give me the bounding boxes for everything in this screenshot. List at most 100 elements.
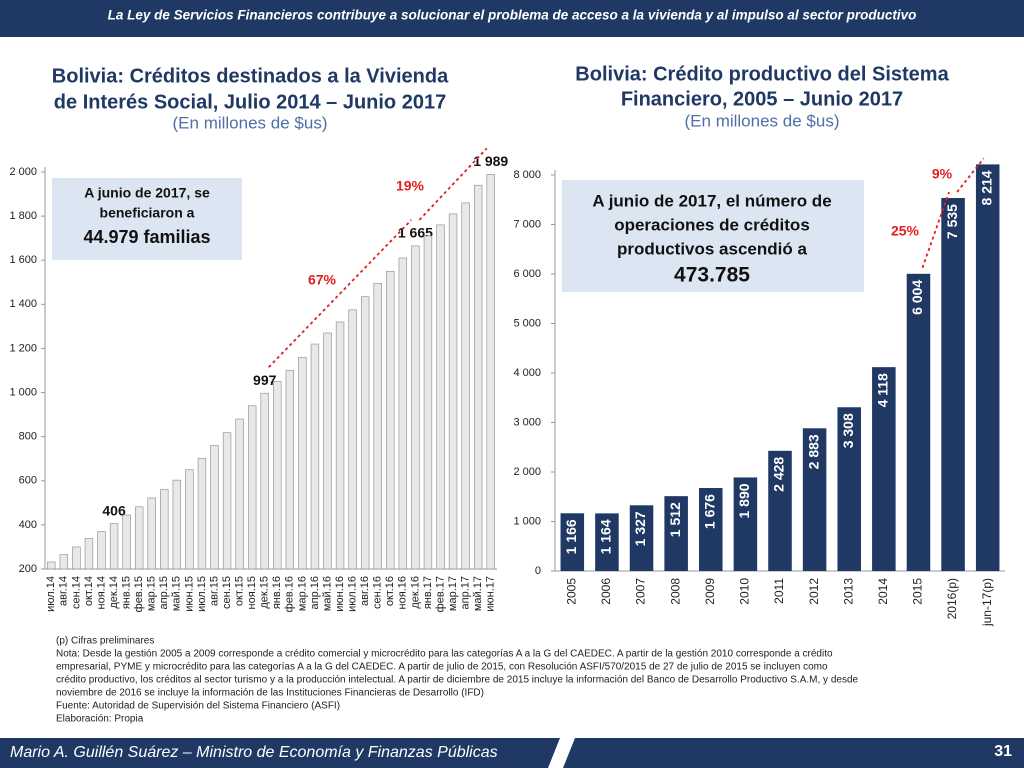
x-tick-label: ноя.14 — [95, 576, 107, 609]
value-label: 997 — [253, 372, 277, 388]
bar — [360, 296, 370, 570]
y-tick-label: 5 000 — [513, 317, 541, 329]
y-tick-label: 400 — [19, 519, 37, 531]
value-label: 1 164 — [598, 519, 614, 554]
x-tick-label: jun-17(p) — [980, 578, 994, 627]
y-tick-label: 2 000 — [9, 166, 37, 178]
y-tick-label: 0 — [535, 565, 541, 577]
bar — [941, 198, 965, 571]
y-tick-label: 800 — [19, 431, 37, 443]
x-tick-label: ноя.16 — [397, 576, 409, 609]
trend-arrow — [418, 147, 488, 221]
x-tick-label: 2015 — [911, 578, 925, 605]
note-line: crédito productivo, los créditos al sect… — [56, 675, 859, 686]
bar — [373, 283, 382, 570]
bar — [768, 450, 792, 571]
note-box-text: A junio de 2017, el número de — [592, 191, 831, 210]
footer-shape — [563, 738, 1024, 768]
bar — [197, 457, 207, 570]
x-tick-label: апр.17 — [460, 576, 472, 609]
bar — [699, 488, 723, 571]
bar — [461, 202, 470, 570]
note-box-text: beneficiaron a — [100, 205, 195, 221]
y-tick-label: 4 000 — [513, 367, 541, 379]
x-tick-label: дек.16 — [409, 576, 421, 609]
x-tick-label: авг.14 — [58, 576, 70, 606]
note-line: Nota: Desde la gestión 2005 a 2009 corre… — [56, 649, 833, 660]
y-tick-label: 1 000 — [513, 515, 541, 527]
annotation: 25% — [891, 223, 920, 239]
note-box — [52, 178, 242, 260]
y-tick-label: 1 800 — [9, 210, 37, 222]
chart-title: Bolivia: Crédito productivo del Sistema — [575, 63, 949, 85]
x-tick-label: фев.16 — [284, 576, 296, 612]
bar — [235, 418, 244, 570]
x-tick-label: июл.14 — [45, 576, 57, 612]
y-tick-label: 1 400 — [9, 298, 37, 310]
x-tick-label: июл.16 — [347, 576, 359, 612]
value-label: 1 166 — [563, 519, 579, 554]
bar — [486, 174, 495, 570]
note-box-text: A junio de 2017, se — [84, 185, 210, 201]
value-label: 7 535 — [944, 204, 960, 239]
y-tick-label: 8 000 — [513, 169, 541, 181]
x-tick-label: янв.17 — [422, 576, 434, 609]
x-tick-label: 2011 — [772, 578, 786, 604]
value-label: 2 883 — [805, 434, 821, 469]
x-tick-label: окт.15 — [234, 576, 246, 606]
bar — [310, 343, 320, 570]
x-tick-label: 2010 — [738, 578, 752, 605]
x-tick-label: май.16 — [321, 576, 333, 611]
bar — [109, 523, 119, 570]
annotation: 19% — [396, 178, 425, 194]
trend-arrow — [956, 157, 985, 193]
chart-subtitle: (En millones de $us) — [685, 111, 840, 130]
x-tick-label: июл.15 — [196, 576, 208, 612]
value-label: 8 214 — [978, 170, 994, 205]
y-tick-label: 600 — [19, 475, 37, 487]
y-tick-label: 1 600 — [9, 254, 37, 266]
bar — [59, 554, 69, 570]
bar — [47, 561, 56, 570]
annotation: 9% — [932, 166, 953, 182]
bar — [122, 514, 131, 570]
x-tick-label: мар.16 — [296, 576, 308, 611]
bar — [260, 392, 269, 570]
trend-arrow — [921, 191, 950, 269]
bar — [473, 184, 483, 570]
x-tick-label: 2014 — [876, 578, 890, 605]
y-tick-label: 2 000 — [513, 466, 541, 478]
y-tick-label: 3 000 — [513, 416, 541, 428]
bar — [147, 497, 156, 570]
x-tick-label: апр.15 — [158, 576, 170, 609]
value-label: 1 989 — [473, 153, 508, 169]
x-tick-label: окт.16 — [384, 576, 396, 606]
x-tick-label: май.15 — [171, 576, 183, 611]
bar — [160, 489, 169, 570]
note-line: noviembre de 2016 se incluye la informac… — [56, 688, 484, 699]
bar — [386, 270, 395, 570]
x-tick-label: дек.15 — [259, 576, 271, 609]
x-tick-label: дек.14 — [108, 576, 120, 609]
bar — [298, 356, 307, 570]
bar — [247, 405, 257, 570]
page-number: 31 — [994, 743, 1012, 760]
x-tick-label: сен.14 — [70, 576, 82, 609]
chart-title: de Interés Social, Julio 2014 – Junio 20… — [54, 91, 446, 113]
chart-title: Bolivia: Créditos destinados a la Vivien… — [52, 65, 449, 87]
bar — [629, 505, 654, 571]
value-label: 2 428 — [771, 457, 787, 492]
chart-subtitle: (En millones de $us) — [173, 113, 328, 132]
x-tick-label: 2016(p) — [945, 578, 959, 619]
y-tick-label: 200 — [19, 563, 37, 575]
value-label: 1 890 — [736, 483, 752, 518]
footer-author: Mario A. Guillén Suárez – Ministro de Ec… — [10, 744, 498, 761]
header-bar — [0, 0, 1024, 37]
bar — [84, 538, 94, 570]
bar — [906, 273, 931, 571]
bar — [872, 367, 896, 571]
note-line: (p) Cifras preliminares — [56, 636, 154, 647]
x-tick-label: авг.15 — [208, 576, 220, 606]
